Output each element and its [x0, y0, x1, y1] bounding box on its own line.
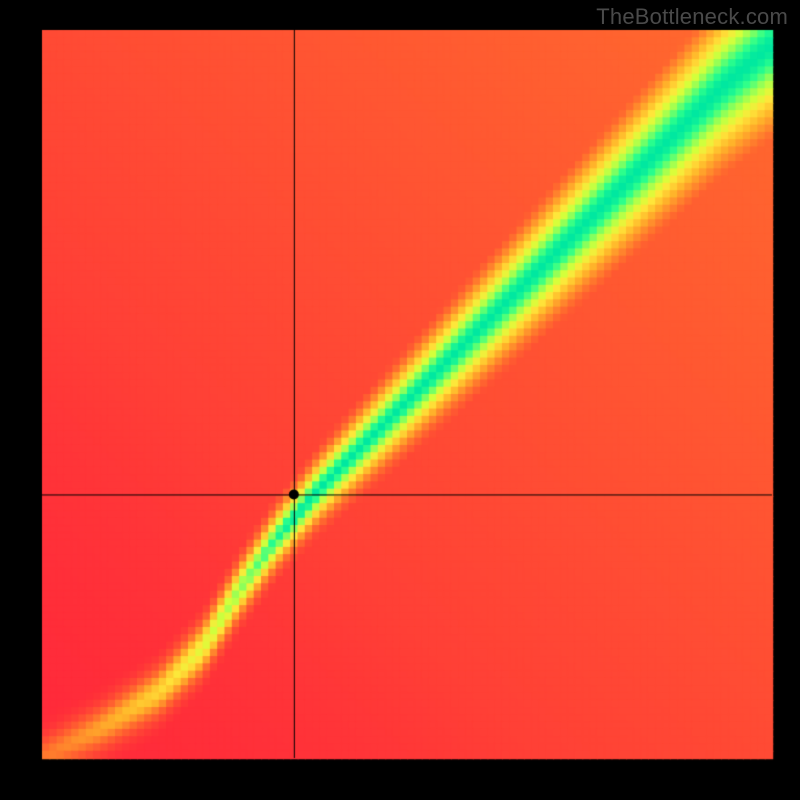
heatmap-canvas — [0, 0, 800, 800]
chart-container: { "watermark": { "text": "TheBottleneck.… — [0, 0, 800, 800]
watermark-text: TheBottleneck.com — [596, 4, 788, 30]
